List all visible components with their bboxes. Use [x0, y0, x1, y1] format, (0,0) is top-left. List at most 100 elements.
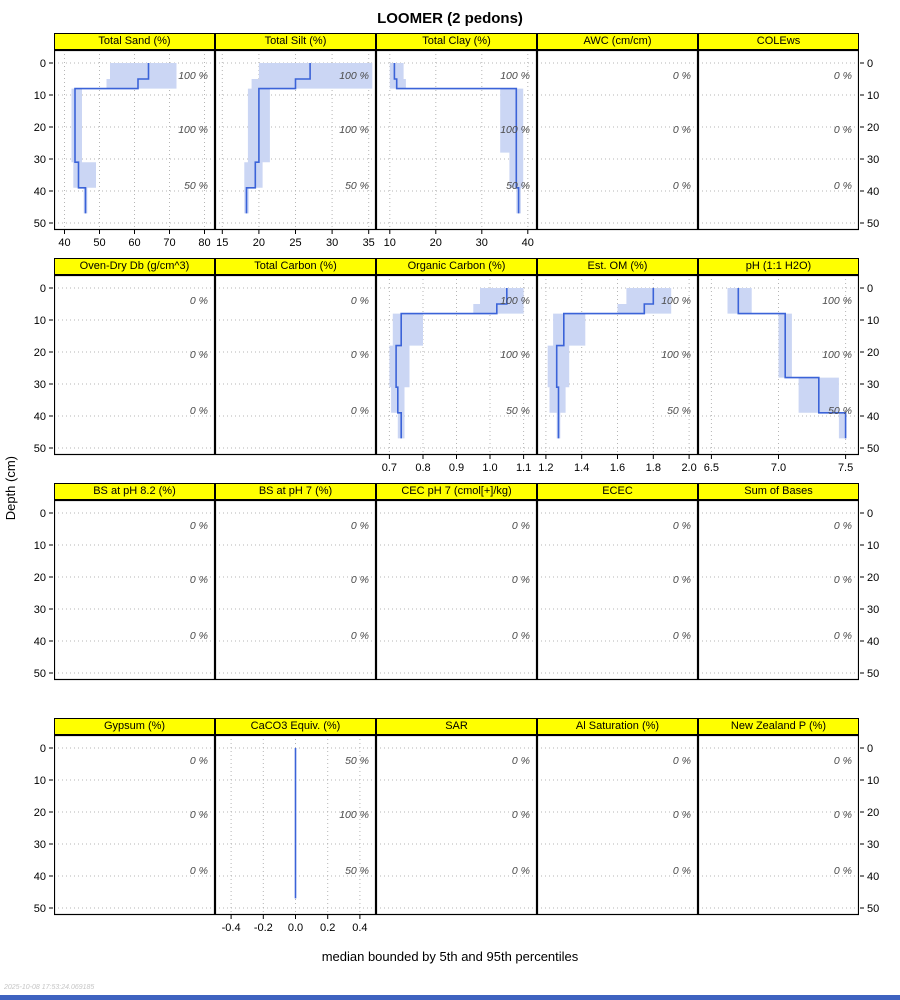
panel-header: ECEC [537, 483, 698, 500]
panel-header: Total Carbon (%) [215, 258, 376, 275]
contributing-fraction-label: 0 % [512, 520, 530, 532]
panel-border [376, 500, 537, 681]
panel-border [215, 50, 376, 231]
depth-tick-label: 30 [34, 154, 46, 166]
depth-tick-label: 10 [34, 775, 46, 787]
x-tick-label: 30 [326, 237, 338, 249]
x-tick-label: 50 [93, 237, 105, 249]
panel-border [376, 275, 537, 456]
panel-row-2: 0 10 20 30 40 50 Oven-Dry Db (g/cm^3) 0 % 0 % 0 %… [20, 258, 900, 479]
depth-tick-label: 10 [867, 90, 879, 102]
contributing-fraction-label: 100 % [339, 809, 369, 821]
contributing-fraction-label: 0 % [834, 520, 852, 532]
grid-lines [376, 50, 537, 230]
x-tick-label: 10 [384, 237, 396, 249]
panel-border [537, 50, 698, 231]
depth-axis-right: 0 10 20 30 40 50 [860, 58, 879, 230]
panel-border [54, 275, 215, 456]
depth-tick-label: 0 [40, 58, 46, 70]
panel-plot: 0 % 0 % 0 % [215, 500, 376, 681]
percentile-band [389, 288, 524, 439]
x-tick-label: 0.4 [352, 922, 367, 934]
panel-border [698, 500, 859, 681]
contributing-fraction-label: 0 % [834, 70, 852, 82]
panel-total-carbon: Total Carbon (%) 0 % 0 % 0 % [215, 258, 376, 479]
panel-plot: 100 % 100 % 50 % 15 20 25 30 35 [215, 50, 376, 249]
contributing-fraction-label: 0 % [673, 70, 691, 82]
depth-tick-label: 20 [34, 807, 46, 819]
contributing-fraction-label: 0 % [190, 349, 208, 361]
grid-lines [698, 512, 859, 674]
contributing-fraction-label: 100 % [661, 349, 691, 361]
panel-header: Sum of Bases [698, 483, 859, 500]
panel-border [698, 275, 859, 456]
contributing-fraction-label: 100 % [339, 70, 369, 82]
contributing-fraction-label: 50 % [345, 180, 369, 192]
contributing-fraction-label: 0 % [673, 755, 691, 767]
x-tick-label: 15 [216, 237, 228, 249]
contributing-fraction-label: 0 % [834, 865, 852, 877]
contributing-fraction-label: 0 % [351, 405, 369, 417]
contributing-fraction-label: 0 % [673, 809, 691, 821]
depth-tick-label: 10 [34, 315, 46, 327]
depth-axis-left: 0 10 20 30 40 50 [34, 58, 53, 230]
depth-tick-label: 20 [867, 572, 879, 584]
depth-tick-label: 40 [34, 871, 46, 883]
panel-plot: 0 % 0 % 0 % [215, 275, 376, 456]
depth-tick-label: 50 [867, 668, 879, 680]
panel-row-3: 0 10 20 30 40 50 BS at pH 8.2 (%) 0 % 0 % 0 % BS a… [20, 483, 900, 704]
x-tick-label: 40 [522, 237, 534, 249]
contributing-fraction-label: 0 % [673, 865, 691, 877]
contributing-fraction-label: 100 % [822, 349, 852, 361]
percentile-band [244, 63, 373, 214]
panel-border [215, 275, 376, 456]
depth-tick-label: 40 [34, 636, 46, 648]
panel-est-om: Est. OM (%) 100 % 100 % 50 % 1.2 1.4 1.6 1.8 2.0 [537, 258, 698, 479]
depth-tick-label: 0 [40, 508, 46, 520]
contributing-fraction-label: 0 % [190, 574, 208, 586]
depth-axis-right: 0 10 20 30 40 50 [860, 508, 879, 680]
x-tick-label: -0.2 [254, 922, 273, 934]
panel-ph-1-1-h2o: pH (1:1 H2O) 100 % 100 % 50 % 6.5 7.0 7.5 [698, 258, 859, 479]
x-tick-label: 60 [128, 237, 140, 249]
grid-lines [537, 275, 698, 455]
depth-tick-label: 40 [867, 186, 879, 198]
panel-header: Al Saturation (%) [537, 718, 698, 735]
contributing-fraction-label: 0 % [190, 630, 208, 642]
contributing-fraction-label: 50 % [506, 180, 530, 192]
contributing-fraction-label: 100 % [178, 124, 208, 136]
contributing-fraction-label: 50 % [828, 405, 852, 417]
panel-plot: 100 % 100 % 50 % 0.7 0.8 0.9 1.0 1.1 [376, 275, 537, 474]
timestamp-text: 2025-10-08 17:53:24.069185 [4, 984, 95, 991]
depth-tick-label: 0 [867, 743, 873, 755]
figure-caption: median bounded by 5th and 95th percentil… [321, 949, 579, 964]
depth-tick-label: 50 [34, 443, 46, 455]
depth-tick-label: 20 [867, 807, 879, 819]
panel-plot: 100 % 100 % 50 % 6.5 7.0 7.5 [698, 275, 859, 474]
x-tick-label: 0.9 [449, 462, 464, 474]
panel-border [215, 735, 376, 916]
panel-awc-cm-cm: AWC (cm/cm) 0 % 0 % 0 % [537, 33, 698, 254]
panel-header: Oven-Dry Db (g/cm^3) [54, 258, 215, 275]
panel-grid: 0 10 20 30 40 50 Total Sand (%) 100 % 100 % 50 % 4… [20, 33, 900, 943]
median-line [395, 288, 508, 439]
panel-border [54, 50, 215, 231]
depth-tick-label: 20 [867, 122, 879, 134]
panel-header: AWC (cm/cm) [537, 33, 698, 50]
contributing-fraction-label: 0 % [834, 630, 852, 642]
depth-tick-label: 50 [867, 443, 879, 455]
grid-lines [376, 275, 537, 455]
depth-axis-right: 0 10 20 30 40 50 [860, 283, 879, 455]
grid-lines [537, 512, 698, 674]
depth-tick-label: 30 [867, 154, 879, 166]
contributing-fraction-label: 100 % [339, 124, 369, 136]
contributing-fraction-label: 0 % [351, 349, 369, 361]
panel-plot: 50 % 100 % 50 % -0.4 -0.2 0.0 0.2 0.4 [215, 735, 376, 934]
percentile-band [389, 63, 524, 214]
x-tick-label: 6.5 [704, 462, 719, 474]
panel-bs-at-ph-8-2: BS at pH 8.2 (%) 0 % 0 % 0 % [54, 483, 215, 704]
contributing-fraction-label: 0 % [190, 405, 208, 417]
grid-lines [376, 512, 537, 674]
panel-plot: 100 % 100 % 50 % 1.2 1.4 1.6 1.8 2.0 [537, 275, 698, 474]
depth-tick-label: 40 [867, 411, 879, 423]
